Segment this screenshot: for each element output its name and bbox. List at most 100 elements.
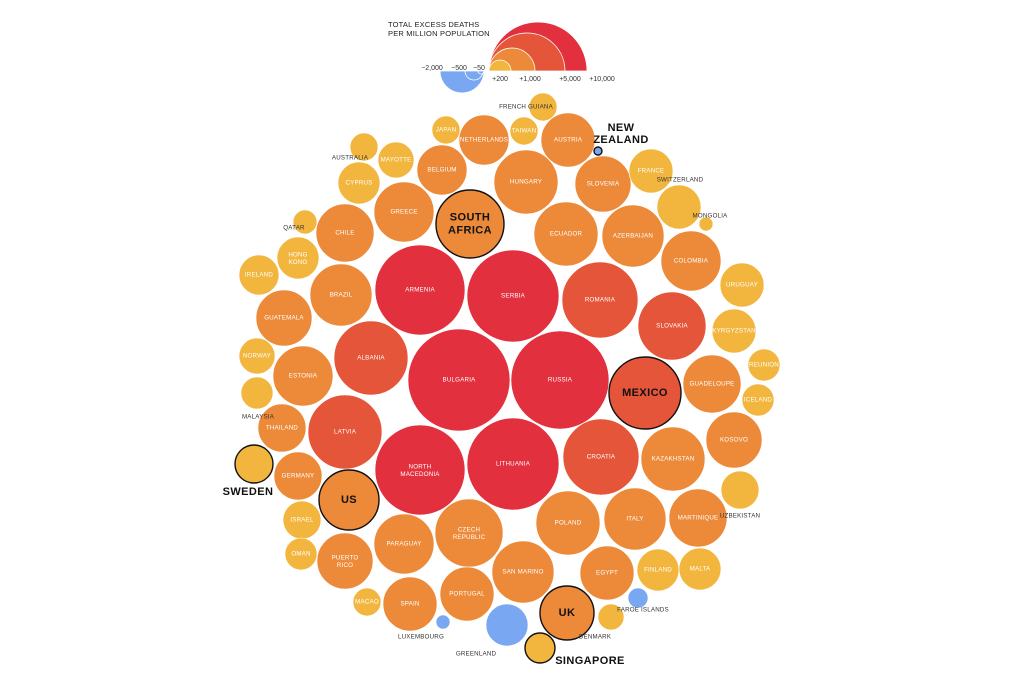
label-puerto-rico: PUERTO RICO — [332, 554, 359, 569]
label-macao: MACAO — [355, 599, 379, 606]
label-azerbaijan: AZERBAIJAN — [613, 233, 653, 240]
bubble-mongolia — [698, 216, 714, 232]
label-romania: ROMANIA — [585, 297, 616, 304]
legend-pos-tick-1: +1,000 — [519, 76, 541, 83]
label-greece: GREECE — [390, 209, 417, 216]
bubble-portugal — [439, 566, 495, 622]
label-armenia: ARMENIA — [405, 287, 435, 294]
bubble-singapore — [524, 632, 556, 664]
label-bulgaria: BULGARIA — [443, 377, 477, 384]
label-chile: CHILE — [335, 230, 354, 237]
label-martinique: MARTINIQUE — [678, 515, 719, 522]
label-sweden: SWEDEN — [223, 486, 274, 498]
bubble-reunion — [747, 348, 781, 382]
bubble-france — [628, 148, 674, 194]
bubble-chile — [315, 203, 375, 263]
label-egypt: EGYPT — [596, 570, 618, 577]
label-uzbekistan: UZBEKISTAN — [720, 513, 760, 520]
bubble-martinique — [668, 488, 728, 548]
label-mayotte: MAYOTTE — [381, 157, 412, 164]
bubble-switzerland — [656, 184, 702, 230]
bubble-taiwan — [509, 116, 539, 146]
label-estonia: ESTONIA — [289, 373, 318, 380]
bubble-uruguay — [719, 262, 765, 308]
label-singapore: SINGAPORE — [555, 655, 625, 667]
bubble-uzbekistan — [720, 470, 760, 510]
bubble-denmark — [597, 603, 625, 631]
legend-neg-tick-0: −2,000 — [421, 65, 443, 72]
label-luxembourg: LUXEMBOURG — [398, 634, 444, 641]
label-switzerland: SWITZERLAND — [657, 177, 704, 184]
bubble-ecuador — [533, 201, 599, 267]
bubble-kyrgyzstan — [711, 308, 757, 354]
legend-neg-tick-1: −500 — [451, 65, 467, 72]
legend-title: TOTAL EXCESS DEATHS PER MILLION POPULATI… — [388, 20, 490, 38]
label-guatemala: GUATEMALA — [264, 315, 304, 322]
legend-pos-tick-3: +10,000 — [589, 76, 615, 83]
label-spain: SPAIN — [400, 601, 419, 608]
label-kosovo: KOSOVO — [720, 437, 748, 444]
label-qatar: QATAR — [283, 225, 305, 232]
label-south-africa: SOUTH AFRICA — [448, 212, 492, 237]
bubble-japan — [431, 115, 461, 145]
bubble-qatar — [292, 209, 318, 235]
label-greenland: GREENLAND — [456, 651, 497, 658]
label-croatia: CROATIA — [587, 454, 616, 461]
bubble-russia — [510, 330, 610, 430]
bubble-north-macedonia — [374, 424, 466, 516]
label-finland: FINLAND — [644, 567, 672, 574]
legend-title-line2: PER MILLION POPULATION — [388, 29, 490, 38]
bubble-faroe-islands — [627, 587, 649, 609]
bubble-poland — [535, 490, 601, 556]
label-denmark: DENMARK — [579, 634, 612, 641]
bubble-oman — [284, 537, 318, 571]
label-new-zealand: NEW ZEALAND — [593, 122, 648, 146]
label-lithuania: LITHUANIA — [496, 461, 531, 468]
bubble-hong-kong — [276, 236, 320, 280]
bubble-greenland — [485, 603, 529, 647]
bubble-cyprus — [337, 161, 381, 205]
bubble-paraguay — [373, 513, 435, 575]
bubble-serbia — [466, 249, 560, 343]
bubble-colombia — [660, 230, 722, 292]
bubble-austria — [540, 112, 596, 168]
bubble-bulgaria — [407, 328, 511, 432]
bubble-estonia — [272, 345, 334, 407]
legend-pos-tick-0: +200 — [492, 76, 508, 83]
label-malaysia: MALAYSIA — [242, 414, 275, 421]
bubble-albania — [333, 320, 409, 396]
label-serbia: SERBIA — [501, 293, 526, 300]
label-austria: AUSTRIA — [554, 137, 583, 144]
bubble-azerbaijan — [601, 204, 665, 268]
label-french-guiana: FRENCH GUIANA — [499, 104, 553, 111]
label-cyprus: CYPRUS — [346, 180, 373, 187]
label-north-macedonia: NORTH MACEDONIA — [400, 463, 440, 478]
bubble-slovenia — [574, 155, 632, 213]
label-us: US — [341, 494, 357, 506]
label-san-marino: SAN MARINO — [502, 569, 543, 576]
label-uk: UK — [559, 607, 576, 619]
label-ireland: IRELAND — [245, 272, 274, 279]
bubble-macao — [352, 587, 382, 617]
label-japan: JAPAN — [436, 127, 456, 134]
label-slovenia: SLOVENIA — [587, 181, 620, 188]
bubble-puerto-rico — [316, 532, 374, 590]
bubble-norway — [238, 337, 276, 375]
bubble-slovakia — [637, 291, 707, 361]
bubble-iceland — [741, 383, 775, 417]
legend-positive-arc-3 — [488, 59, 512, 72]
bubble-new-zealand — [593, 146, 603, 156]
label-kazakhstan: KAZAKHSTAN — [652, 456, 695, 463]
label-taiwan: TAIWAN — [512, 128, 537, 135]
bubble-uk — [539, 585, 595, 641]
bubble-belgium — [416, 144, 468, 196]
bubble-guadeloupe — [682, 354, 742, 414]
label-thailand: THAILAND — [266, 425, 299, 432]
label-mexico: MEXICO — [622, 387, 668, 399]
label-malta: MALTA — [690, 566, 711, 573]
label-czech-republic: CZECH REPUBLIC — [453, 526, 486, 541]
legend-title-line1: TOTAL EXCESS DEATHS — [388, 20, 480, 29]
bubble-lithuania — [466, 417, 560, 511]
label-brazil: BRAZIL — [330, 292, 353, 299]
